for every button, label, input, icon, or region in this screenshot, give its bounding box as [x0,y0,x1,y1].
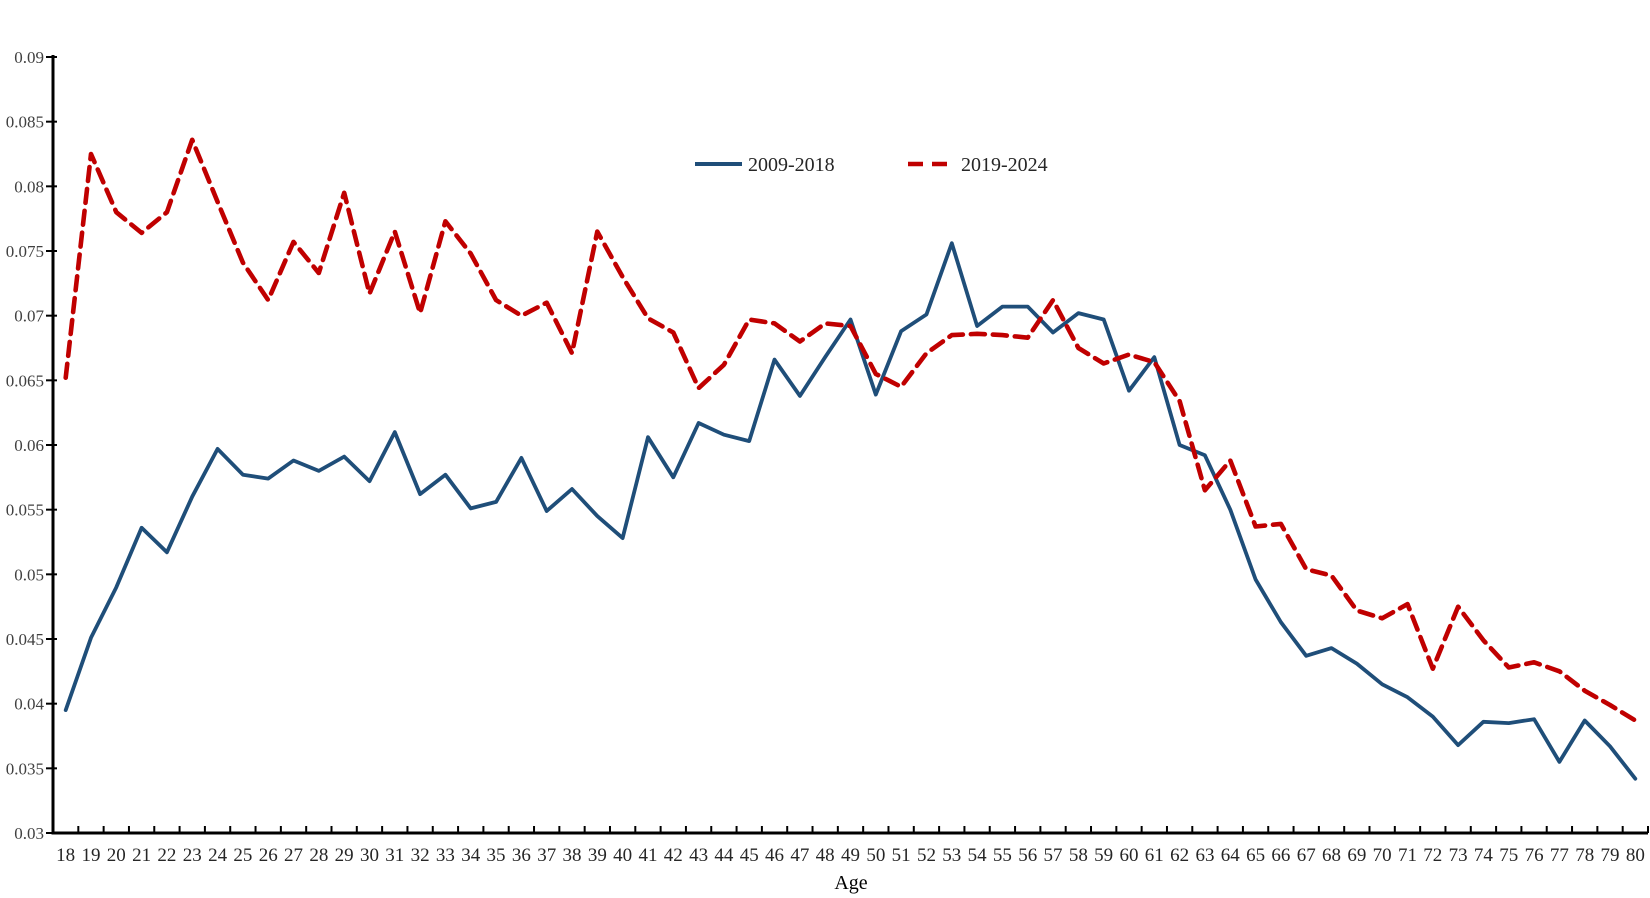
x-tick-label: 60 [1119,845,1138,866]
x-tick-label: 48 [816,845,835,866]
series-line-2019-2024 [63,137,1638,723]
x-tick-label: 23 [183,845,202,866]
x-tick-label: 30 [360,845,379,866]
x-tick-label: 62 [1170,845,1189,866]
y-tick-label: 0.06 [14,436,44,455]
x-tick-label: 26 [259,845,278,866]
x-tick-label: 67 [1297,845,1316,866]
x-tick-label: 44 [714,845,734,866]
x-tick-label: 76 [1525,845,1544,866]
x-tick-label: 68 [1322,845,1341,866]
x-tick-label: 80 [1626,845,1645,866]
x-tick-label: 56 [1018,845,1037,866]
x-tick-label: 20 [107,845,126,866]
y-tick-label: 0.08 [14,177,44,196]
x-tick-label: 55 [993,845,1012,866]
x-tick-label: 79 [1601,845,1620,866]
x-tick-label: 53 [942,845,961,866]
x-tick-label: 29 [335,845,354,866]
x-tick-label: 46 [765,845,784,866]
x-tick-label: 70 [1373,845,1392,866]
y-tick-label: 0.045 [6,630,44,649]
x-tick-label: 45 [740,845,759,866]
x-tick-label: 49 [841,845,860,866]
y-tick-label: 0.055 [6,501,44,520]
y-tick-label: 0.075 [6,242,44,261]
x-tick-label: 57 [1044,845,1063,866]
x-tick-label: 41 [638,845,657,866]
x-tick-label: 28 [309,845,328,866]
y-tick-label: 0.09 [14,48,44,67]
x-tick-label: 61 [1145,845,1164,866]
x-tick-label: 63 [1195,845,1214,866]
x-tick-label: 73 [1449,845,1468,866]
x-tick-label: 69 [1347,845,1366,866]
x-tick-label: 72 [1423,845,1442,866]
x-tick-label: 32 [411,845,430,866]
x-tick-label: 52 [917,845,936,866]
x-tick-label: 59 [1094,845,1113,866]
legend: 2009-2018 2019-2024 [695,154,1048,176]
x-tick-label: 51 [892,845,911,866]
legend-label-2019-2024: 2019-2024 [961,154,1048,176]
x-tick-label: 50 [866,845,885,866]
x-tick-label: 78 [1575,845,1594,866]
y-tick-label: 0.04 [14,695,44,714]
series-lines [63,137,1638,781]
x-axis-title: Age [834,872,867,894]
x-tick-label: 71 [1398,845,1417,866]
x-tick-label: 65 [1246,845,1265,866]
y-tick-label: 0.07 [14,307,44,326]
x-tick-label: 38 [563,845,582,866]
x-tick-label: 27 [284,845,303,866]
x-tick-label: 21 [132,845,151,866]
y-tick-label: 0.03 [14,824,44,843]
y-tick-label: 0.085 [6,113,44,132]
x-axis-tick-labels: 18 19 20 21 22 23 24 25 26 27 28 29 30 31 32 33 34 35 36 37… [56,845,1645,866]
x-tick-label: 22 [157,845,176,866]
y-tick-label: 0.065 [6,371,44,390]
x-tick-label: 25 [233,845,252,866]
x-tick-label: 19 [81,845,100,866]
x-tick-label: 58 [1069,845,1088,866]
x-tick-label: 43 [689,845,708,866]
x-tick-label: 54 [968,845,988,866]
x-tick-label: 35 [487,845,506,866]
x-tick-label: 74 [1474,845,1494,866]
x-tick-label: 31 [385,845,404,866]
x-tick-label: 75 [1499,845,1518,866]
x-tick-label: 42 [664,845,683,866]
legend-label-2009-2018: 2009-2018 [748,154,835,176]
x-tick-label: 66 [1271,845,1290,866]
x-tick-label: 64 [1221,845,1241,866]
x-tick-label: 39 [588,845,607,866]
x-tick-label: 77 [1550,845,1569,866]
series-line-2009-2018 [63,241,1638,781]
y-axis-tick-labels: 0.03 0.035 0.04 0.045 0.05 0.055 0.06 0.065 0.07… [6,48,45,843]
axes [46,55,1649,835]
x-tick-label: 36 [512,845,531,866]
x-tick-label: 40 [613,845,632,866]
x-tick-label: 24 [208,845,228,866]
x-tick-label: 34 [461,845,481,866]
y-tick-label: 0.035 [6,759,44,778]
x-tick-label: 37 [537,845,556,866]
x-tick-label: 18 [56,845,75,866]
x-tick-label: 33 [436,845,455,866]
x-tick-label: 47 [790,845,809,866]
y-tick-label: 0.05 [14,565,44,584]
